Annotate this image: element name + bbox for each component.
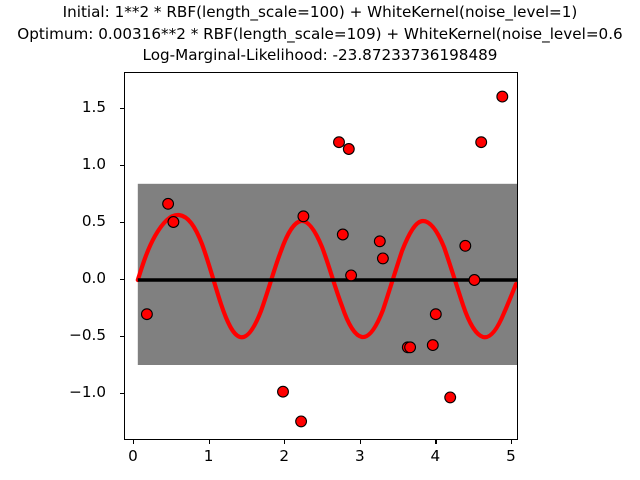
ytick-label-1p0: 1.0	[81, 154, 106, 173]
true-function-curve	[135, 212, 517, 340]
ytick-label-neg1p0: −1.0	[69, 383, 106, 401]
data-point	[426, 339, 439, 352]
ytick-mark-neg1p0	[120, 393, 124, 395]
xtick-mark-0	[133, 440, 135, 444]
data-point	[333, 136, 345, 149]
xtick-label-0: 0	[128, 447, 138, 465]
title-line-initial-kernel: Initial: 1**2 * RBF(length_scale=100) + …	[62, 3, 578, 21]
chart-title: Initial: 1**2 * RBF(length_scale=100) + …	[0, 2, 640, 67]
plot-axes	[124, 72, 518, 440]
ytick-label-0p0: 0.0	[81, 269, 106, 287]
ytick-mark-neg0p5	[120, 336, 124, 338]
ytick-mark-0p5	[120, 221, 124, 224]
observation-points	[140, 90, 509, 428]
data-point	[475, 136, 488, 149]
title-line-optimum-kernel: Optimum: 0.00316**2 * RBF(length_scale=1…	[17, 24, 623, 43]
ytick-label-neg0p5: −0.5	[69, 326, 106, 344]
data-point	[277, 385, 289, 398]
xtick-mark-1	[208, 440, 210, 444]
data-point	[404, 341, 417, 354]
data-point	[342, 143, 355, 155]
xtick-label-2: 2	[279, 447, 290, 465]
xtick-mark-4	[435, 440, 437, 444]
ytick-label-0p5: 0.5	[81, 211, 106, 230]
ytick-mark-1p5	[120, 107, 124, 110]
xtick-mark-2	[284, 440, 286, 444]
data-point	[459, 239, 472, 252]
ytick-mark-1p0	[120, 164, 124, 167]
ytick-label-1p5: 1.5	[81, 97, 106, 116]
plot-drawing-area	[135, 90, 517, 428]
xtick-label-3: 3	[354, 447, 365, 465]
title-line-log-marginal-likelihood: Log-Marginal-Likelihood: -23.87233736198…	[142, 46, 498, 65]
data-point	[345, 269, 358, 282]
data-point	[140, 308, 153, 321]
data-point	[376, 252, 389, 265]
xtick-label-5: 5	[506, 447, 516, 465]
confidence-band-area	[137, 183, 517, 365]
data-point	[373, 235, 386, 248]
xtick-label-1: 1	[203, 447, 214, 465]
data-point	[297, 210, 310, 223]
data-point	[444, 391, 457, 404]
data-point	[295, 415, 308, 428]
data-point	[496, 90, 509, 103]
data-point	[162, 197, 175, 210]
data-point	[468, 274, 481, 286]
xtick-mark-5	[511, 440, 513, 444]
xtick-mark-3	[359, 440, 361, 444]
xtick-label-4: 4	[430, 447, 441, 465]
ytick-mark-0p0	[120, 279, 124, 281]
data-point	[429, 308, 442, 321]
data-point	[336, 228, 349, 241]
data-point	[167, 216, 180, 228]
